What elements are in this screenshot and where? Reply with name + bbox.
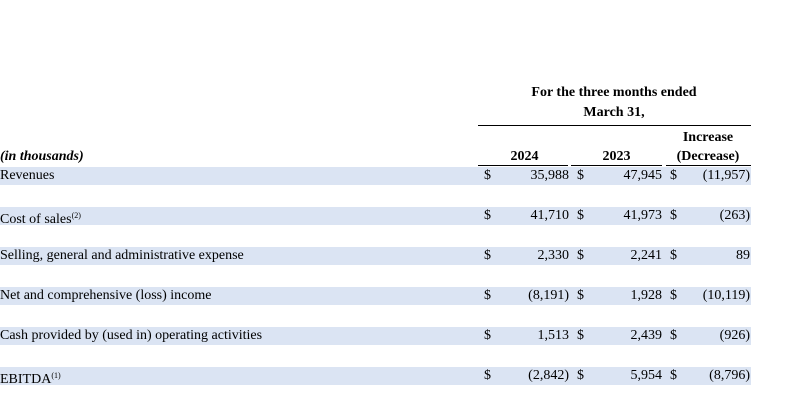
value-change: (11,957) — [702, 168, 750, 183]
column-rule-increase — [666, 165, 751, 166]
footnote-marker: (2) — [71, 211, 81, 220]
value-2024: 2,330 — [537, 248, 570, 263]
value-change: (263) — [719, 208, 750, 223]
footnote-marker: (1) — [51, 371, 61, 380]
column-rule-2024 — [478, 165, 568, 166]
table-row — [0, 367, 751, 385]
table-row — [0, 327, 751, 345]
currency-symbol-change: $ — [670, 368, 677, 383]
period-heading-rule — [478, 125, 751, 126]
value-change: (10,119) — [702, 288, 750, 303]
column-rule-2023 — [571, 165, 662, 166]
row-label: Revenues — [0, 168, 55, 183]
value-2024: 41,710 — [530, 208, 570, 223]
row-label: Cash provided by (used in) operating act… — [0, 328, 263, 343]
currency-symbol-2024: $ — [484, 248, 491, 263]
value-2024: (2,842) — [528, 368, 569, 383]
currency-symbol-change: $ — [670, 288, 677, 303]
row-label: Cost of sales(2) — [0, 211, 81, 227]
table-row — [0, 287, 751, 305]
currency-symbol-2024: $ — [484, 168, 491, 183]
period-heading-line2: March 31, — [583, 105, 645, 120]
row-label: Selling, general and administrative expe… — [0, 248, 244, 263]
column-header-2023: 2023 — [602, 149, 631, 164]
value-2023: 5,954 — [630, 368, 663, 383]
value-2024: 1,513 — [537, 328, 570, 343]
value-2023: 1,928 — [630, 288, 663, 303]
currency-symbol-2023: $ — [577, 368, 584, 383]
column-header-2024: 2024 — [510, 149, 539, 164]
currency-symbol-2023: $ — [577, 288, 584, 303]
increase-heading-line2: (Decrease) — [676, 149, 740, 164]
value-change: 89 — [736, 248, 750, 263]
units-label: (in thousands) — [0, 149, 84, 164]
currency-symbol-2024: $ — [484, 208, 491, 223]
value-2023: 2,439 — [630, 328, 663, 343]
period-heading-line1: For the three months ended — [531, 85, 697, 100]
value-2024: (8,191) — [528, 288, 569, 303]
value-change: (8,796) — [709, 368, 750, 383]
value-2023: 41,973 — [623, 208, 663, 223]
value-2024: 35,988 — [530, 168, 570, 183]
currency-symbol-2023: $ — [577, 328, 584, 343]
increase-heading-line1: Increase — [682, 130, 734, 145]
table-row — [0, 207, 751, 225]
table-row — [0, 167, 751, 185]
currency-symbol-2024: $ — [484, 288, 491, 303]
currency-symbol-2023: $ — [577, 248, 584, 263]
currency-symbol-change: $ — [670, 168, 677, 183]
currency-symbol-2024: $ — [484, 328, 491, 343]
value-2023: 2,241 — [630, 248, 663, 263]
currency-symbol-change: $ — [670, 248, 677, 263]
row-label: EBITDA(1) — [0, 371, 61, 387]
currency-symbol-2023: $ — [577, 208, 584, 223]
currency-symbol-change: $ — [670, 328, 677, 343]
row-label: Net and comprehensive (loss) income — [0, 288, 212, 303]
table-row — [0, 247, 751, 265]
currency-symbol-change: $ — [670, 208, 677, 223]
currency-symbol-2024: $ — [484, 368, 491, 383]
value-change: (926) — [719, 328, 750, 343]
value-2023: 47,945 — [623, 168, 663, 183]
currency-symbol-2023: $ — [577, 168, 584, 183]
